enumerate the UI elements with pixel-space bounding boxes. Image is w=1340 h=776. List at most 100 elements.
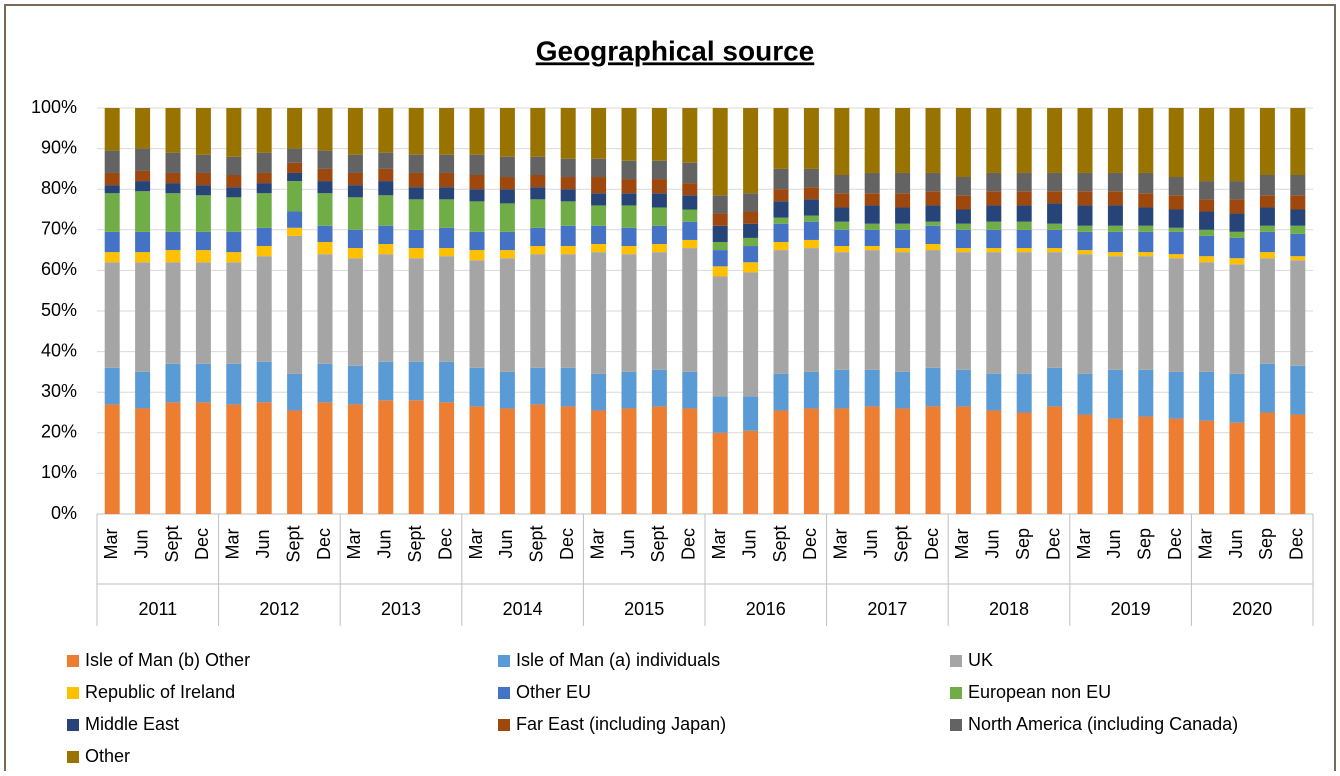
bar-segment — [864, 229, 880, 247]
bar-segment — [773, 217, 789, 224]
x-tick-label: Dec — [1043, 528, 1063, 560]
bar-segment — [895, 193, 911, 208]
bar-segment — [1107, 172, 1123, 192]
bar-segment — [895, 229, 911, 249]
bar-segment — [1077, 414, 1093, 514]
bar-segment — [1138, 231, 1154, 253]
bar-segment — [803, 371, 819, 409]
bar-segment — [834, 229, 850, 247]
bar-segment — [864, 369, 880, 407]
bar-segment — [104, 185, 120, 194]
legend-label: Republic of Ireland — [85, 682, 235, 702]
bar-segment — [1107, 256, 1123, 370]
bar-segment — [803, 239, 819, 249]
bar-segment — [135, 408, 151, 514]
bar-segment — [712, 266, 728, 277]
bar-segment — [986, 108, 1002, 173]
bar-segment — [773, 241, 789, 251]
bar-segment — [1016, 221, 1032, 230]
bar-segment — [439, 361, 455, 403]
bar-segment — [256, 172, 272, 184]
bar-segment — [469, 367, 485, 407]
bar-segment — [682, 248, 698, 372]
bar-segment — [499, 408, 515, 514]
bar-segment — [621, 205, 637, 228]
legend-swatch — [950, 687, 962, 699]
bar-segment — [834, 193, 850, 208]
bar-segment — [439, 187, 455, 200]
bar-segment — [621, 408, 637, 514]
bar-segment — [530, 404, 546, 514]
bar-segment — [378, 195, 394, 226]
bar-segment — [1077, 225, 1093, 232]
bar-segment — [378, 181, 394, 196]
group-label: 2015 — [624, 599, 664, 619]
group-label: 2012 — [259, 599, 299, 619]
x-tick-label: Mar — [466, 528, 486, 559]
bar-segment — [226, 363, 242, 405]
bar-segment — [621, 160, 637, 180]
bar-segment — [682, 195, 698, 210]
bar-segment — [1016, 229, 1032, 249]
bar-segment — [530, 246, 546, 255]
x-tick-label: Mar — [344, 528, 364, 559]
bar-segment — [408, 172, 424, 188]
bar-segment — [925, 108, 941, 173]
bar-segment — [773, 223, 789, 242]
bar-segment — [986, 410, 1002, 514]
x-tick-label: Jun — [739, 529, 759, 558]
bar-segment — [1290, 256, 1306, 261]
bar-segment — [591, 410, 607, 514]
y-tick-label: 70% — [41, 219, 77, 239]
group-label: 2013 — [381, 599, 421, 619]
bar-segment — [682, 408, 698, 514]
x-tick-label: Sep — [1013, 528, 1033, 560]
bar-segment — [560, 189, 576, 202]
bar-segment — [439, 199, 455, 228]
bar-segment — [1290, 209, 1306, 226]
bar-segment — [317, 181, 333, 194]
bar-segment — [1229, 231, 1245, 238]
bar-segment — [469, 174, 485, 190]
bar-segment — [1259, 231, 1275, 253]
bar-segment — [1138, 369, 1154, 417]
bar-segment — [1290, 174, 1306, 196]
bar-segment — [1229, 237, 1245, 259]
bar-segment — [1016, 191, 1032, 206]
bar-segment — [925, 221, 941, 226]
group-label: 2011 — [138, 599, 177, 619]
y-tick-label: 100% — [31, 97, 77, 117]
bar-segment — [712, 225, 728, 242]
bar-segment — [1290, 414, 1306, 514]
bar-segment — [469, 154, 485, 175]
bar-segment — [1168, 254, 1184, 259]
legend-label: Isle of Man (b) Other — [85, 650, 250, 670]
bar-segment — [591, 225, 607, 245]
bar-segment — [256, 193, 272, 228]
bar-segment — [682, 371, 698, 409]
bar-segment — [773, 373, 789, 411]
bar-segment — [955, 369, 971, 407]
bar-segment — [287, 172, 303, 182]
bar-segment — [530, 156, 546, 175]
bar-segment — [165, 250, 181, 263]
bar-segment — [1016, 373, 1032, 413]
bar-segment — [317, 363, 333, 403]
x-tick-label: Jun — [375, 529, 395, 558]
chart-title: Geographical source — [536, 35, 815, 66]
bar-segment — [682, 209, 698, 222]
legend-label: Far East (including Japan) — [516, 714, 726, 734]
bar-segment — [135, 181, 151, 192]
bar-segment — [895, 223, 911, 230]
bar-segment — [560, 201, 576, 226]
bar-segment — [1229, 264, 1245, 374]
bar-segment — [925, 205, 941, 222]
legend-swatch — [950, 655, 962, 667]
bar-segment — [1290, 365, 1306, 415]
bar-segment — [621, 254, 637, 372]
bar-segment — [256, 256, 272, 362]
bar-segment — [651, 406, 667, 514]
bar-segment — [1229, 181, 1245, 200]
bar-segment — [317, 108, 333, 151]
bar-segment — [439, 172, 455, 188]
